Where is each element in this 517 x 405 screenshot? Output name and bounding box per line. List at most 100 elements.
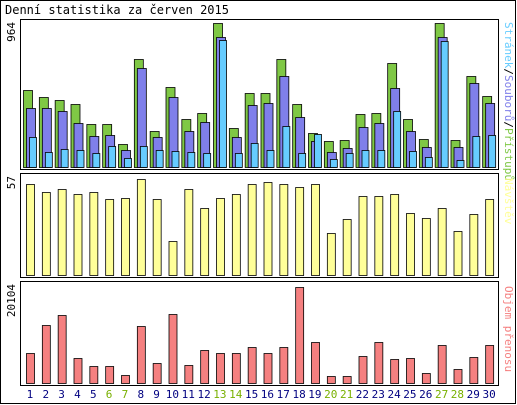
visits-bar-day-29 [469, 214, 479, 276]
day-label-20: 20 [324, 388, 337, 401]
day-label-17: 17 [277, 388, 290, 401]
kbytes-bar-day-14 [231, 353, 241, 384]
visits-bar-day-15 [247, 184, 257, 276]
pages-bar-day-5 [92, 153, 101, 168]
visits-panel-max-label: 57 [5, 176, 18, 189]
pages-bar-day-14 [234, 153, 243, 168]
pages-bar-day-28 [456, 160, 465, 168]
kbytes-bar-day-7 [121, 375, 130, 384]
visits-bar-day-14 [231, 194, 241, 276]
kbytes-bar-day-2 [41, 325, 51, 384]
visits-bar-day-27 [437, 208, 447, 276]
day-label-11: 11 [182, 388, 195, 401]
day-label-7: 7 [122, 388, 129, 401]
day-label-21: 21 [340, 388, 353, 401]
visits-bars [26, 179, 495, 276]
legend-hits: Přístupů [502, 128, 515, 181]
pages-bar-day-17 [282, 126, 291, 168]
kbytes-bar-day-30 [485, 345, 495, 384]
visits-bar-day-21 [342, 219, 352, 276]
visits-bar-day-17 [279, 184, 289, 276]
kbytes-bar-day-4 [73, 358, 83, 384]
kbytes-bar-day-22 [358, 356, 368, 384]
visits-bar-day-3 [57, 189, 67, 276]
kbytes-bar-day-12 [200, 350, 210, 384]
legend-separator-2: / [502, 121, 515, 128]
visits-bar-day-26 [421, 218, 431, 276]
day-label-3: 3 [58, 388, 65, 401]
kbytes-bar-day-1 [26, 353, 35, 384]
kbytes-bar-day-27 [437, 345, 447, 384]
kbytes-bar-day-23 [374, 342, 384, 384]
hits-bars [23, 23, 497, 168]
day-label-2: 2 [42, 388, 49, 401]
pages-bar-day-13 [219, 40, 227, 168]
visits-bar-day-23 [374, 196, 384, 276]
legend-visits: Návštěv [502, 178, 515, 225]
pages-bar-day-26 [424, 157, 433, 168]
kbytes-bar-day-10 [168, 314, 178, 384]
kbytes-bar-day-3 [57, 315, 67, 384]
day-label-24: 24 [387, 388, 401, 401]
day-label-15: 15 [245, 388, 258, 401]
legend-pages: Stránek [502, 22, 515, 69]
kbytes-bar-day-25 [406, 358, 415, 384]
day-label-6: 6 [106, 388, 113, 401]
visits-bar-day-1 [26, 184, 35, 276]
legend-files: Souborů [502, 75, 515, 121]
visits-bar-day-2 [41, 192, 51, 276]
kbytes-bar-day-26 [421, 373, 431, 384]
legend-separator-1: / [502, 68, 515, 75]
pages-bar-day-27 [440, 41, 449, 168]
day-label-27: 27 [435, 388, 448, 401]
chart-title: Denní statistika za červen 2015 [5, 3, 229, 17]
pages-bar-day-21 [345, 153, 354, 168]
day-label-30: 30 [482, 388, 495, 401]
day-label-12: 12 [197, 388, 210, 401]
legend-kbytes: Objem přenosu [502, 286, 515, 372]
pages-bar-day-24 [393, 111, 402, 168]
visits-bar-day-4 [73, 194, 83, 276]
kbytes-panel-frame [20, 281, 499, 386]
day-label-25: 25 [403, 388, 416, 401]
visits-bar-day-25 [406, 213, 415, 276]
visits-bar-day-22 [358, 196, 368, 276]
day-axis-labels: 1 2 3 4 5 6 7 8 9 10 11 12 13 14 15 16 17 18 19 20 21 22 23 24 2… [27, 388, 496, 401]
visits-bar-day-13 [216, 198, 225, 276]
day-label-4: 4 [74, 388, 81, 401]
kbytes-bar-day-28 [453, 369, 463, 384]
visits-bar-day-5 [89, 192, 99, 276]
visits-bar-day-16 [263, 182, 273, 276]
visits-bar-day-12 [200, 208, 210, 276]
kbytes-bar-day-18 [295, 287, 305, 384]
day-label-16: 16 [261, 388, 274, 401]
visits-bar-day-8 [136, 179, 146, 276]
pages-bar-day-12 [203, 153, 212, 168]
kbytes-panel-max-label: 20104 [5, 284, 18, 317]
visits-bar-day-18 [295, 187, 305, 276]
visits-bar-day-20 [326, 233, 336, 276]
day-label-10: 10 [166, 388, 179, 401]
kbytes-bar-day-20 [326, 376, 336, 384]
day-label-29: 29 [467, 388, 480, 401]
pages-bar-day-3 [60, 149, 69, 168]
day-label-8: 8 [137, 388, 144, 401]
pages-bar-day-10 [171, 151, 180, 168]
visits-bar-day-11 [184, 189, 194, 276]
day-label-5: 5 [90, 388, 97, 401]
pages-bar-day-8 [139, 146, 148, 168]
pages-bar-day-15 [250, 143, 259, 168]
visits-bar-day-19 [311, 184, 320, 276]
pages-bar-day-7 [124, 158, 132, 168]
kbytes-bar-day-13 [216, 353, 225, 384]
kbytes-bar-day-24 [390, 359, 400, 384]
pages-bar-day-11 [187, 152, 196, 168]
kbytes-bar-day-16 [263, 353, 273, 384]
pages-bar-day-30 [488, 135, 497, 168]
kbytes-bar-day-8 [136, 326, 146, 384]
pages-bar-day-4 [76, 150, 85, 168]
kbytes-bars [26, 287, 495, 384]
hits-panel-max-label: 964 [5, 22, 18, 42]
kbytes-bar-day-6 [105, 366, 115, 384]
